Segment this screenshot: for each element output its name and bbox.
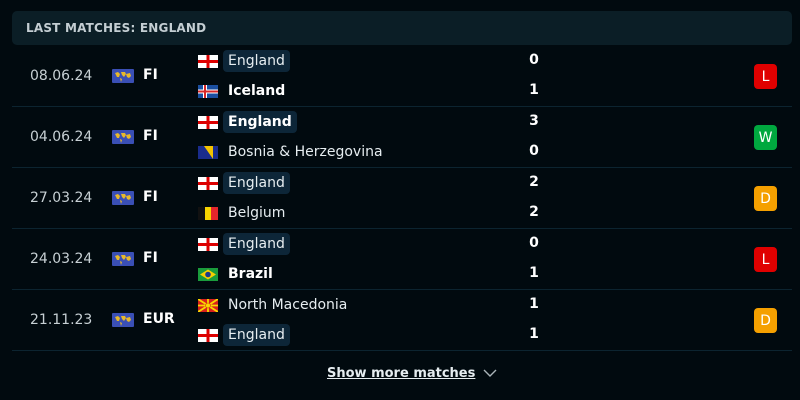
home-score: 3: [529, 113, 539, 129]
flag-england-icon: [198, 328, 218, 342]
home-team[interactable]: North Macedonia: [198, 293, 352, 317]
world-icon: [112, 252, 134, 266]
competition-label: FI: [143, 128, 158, 144]
result-badge: L: [754, 64, 777, 89]
home-team-name: England: [223, 233, 290, 255]
home-score: 2: [529, 174, 539, 190]
away-team-name: England: [223, 324, 290, 346]
competition-label: FI: [143, 250, 158, 266]
flag-bosnia-icon: [198, 145, 218, 159]
flag-north-macedonia-icon: [198, 298, 218, 312]
home-score: 1: [529, 296, 539, 312]
flag-england-icon: [198, 54, 218, 68]
away-score: 2: [529, 204, 539, 220]
match-row[interactable]: 27.03.24 FI England Belgium 2 2 D: [12, 168, 792, 229]
match-date: 27.03.24: [30, 190, 93, 206]
section-title: LAST MATCHES: ENGLAND: [26, 21, 207, 35]
result-badge: L: [754, 247, 777, 272]
result-badge: D: [754, 186, 777, 211]
chevron-down-icon: [483, 369, 497, 377]
world-icon: [112, 130, 134, 144]
world-icon: [112, 191, 134, 205]
away-team-name: Brazil: [228, 266, 273, 282]
away-score: 1: [529, 265, 539, 281]
home-team-name: England: [223, 172, 290, 194]
flag-england-icon: [198, 237, 218, 251]
match-row[interactable]: 08.06.24 FI England Iceland 0 1 L: [12, 46, 792, 107]
match-row[interactable]: 24.03.24 FI England Brazil 0 1 L: [12, 229, 792, 290]
home-team-name: England: [223, 50, 290, 72]
europe-icon: [112, 313, 134, 327]
home-team-name: North Macedonia: [228, 297, 348, 313]
home-score: 0: [529, 235, 539, 251]
competition-label: FI: [143, 67, 158, 83]
away-team[interactable]: Brazil: [198, 262, 278, 286]
match-date: 08.06.24: [30, 68, 93, 84]
away-team-name: Iceland: [228, 83, 286, 99]
flag-iceland-icon: [198, 84, 218, 98]
show-more-matches-button[interactable]: Show more matches: [327, 366, 497, 381]
away-team[interactable]: England: [198, 323, 290, 347]
away-score: 0: [529, 143, 539, 159]
match-date: 04.06.24: [30, 129, 93, 145]
away-team[interactable]: Bosnia & Herzegovina: [198, 140, 388, 164]
away-team-name: Belgium: [228, 205, 286, 221]
away-team-name: Bosnia & Herzegovina: [228, 144, 383, 160]
away-team[interactable]: Iceland: [198, 79, 290, 103]
result-badge: W: [754, 125, 777, 150]
match-row[interactable]: 21.11.23 EUR North Macedonia England 1 1…: [12, 290, 792, 351]
away-team[interactable]: Belgium: [198, 201, 290, 225]
home-score: 0: [529, 52, 539, 68]
away-score: 1: [529, 326, 539, 342]
home-team[interactable]: England: [198, 232, 290, 256]
flag-england-icon: [198, 176, 218, 190]
flag-belgium-icon: [198, 206, 218, 220]
competition-label: FI: [143, 189, 158, 205]
competition-label: EUR: [143, 311, 175, 327]
match-date: 21.11.23: [30, 312, 93, 328]
home-team[interactable]: England: [198, 49, 290, 73]
flag-england-icon: [198, 115, 218, 129]
match-row[interactable]: 04.06.24 FI England Bosnia & Herzegovina…: [12, 107, 792, 168]
flag-brazil-icon: [198, 267, 218, 281]
result-badge: D: [754, 308, 777, 333]
home-team[interactable]: England: [198, 171, 290, 195]
away-score: 1: [529, 82, 539, 98]
match-list: 08.06.24 FI England Iceland 0 1 L 04.06.2…: [12, 46, 792, 351]
home-team[interactable]: England: [198, 110, 297, 134]
match-date: 24.03.24: [30, 251, 93, 267]
show-more-label: Show more matches: [327, 366, 476, 381]
world-icon: [112, 69, 134, 83]
home-team-name: England: [223, 111, 297, 133]
section-header: LAST MATCHES: ENGLAND: [12, 11, 792, 45]
